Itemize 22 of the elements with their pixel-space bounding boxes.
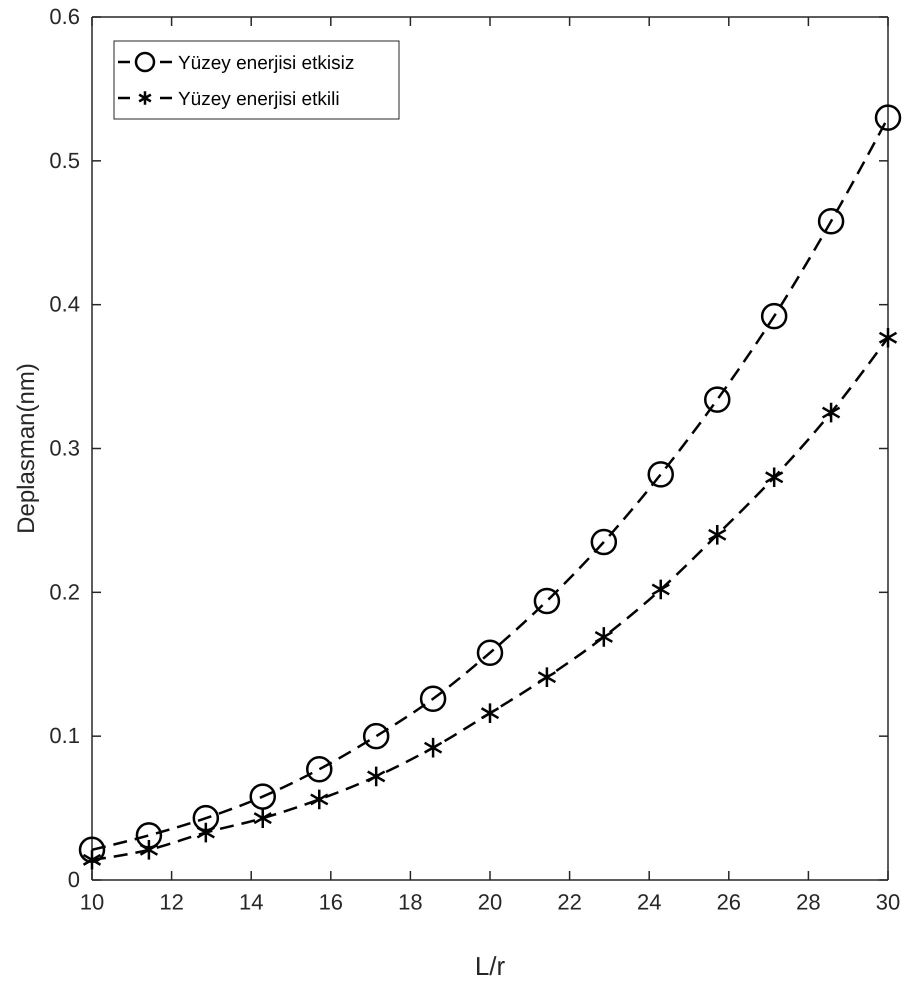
x-tick-label: 26 — [716, 890, 742, 915]
y-tick-label: 0.2 — [49, 579, 80, 604]
x-tick-label: 24 — [636, 890, 662, 915]
y-tick-label: 0.1 — [49, 723, 80, 748]
y-axis-title: Deplasman(nm) — [13, 363, 40, 534]
x-tick-label: 22 — [557, 890, 582, 915]
y-tick-label: 0.6 — [49, 4, 80, 30]
x-tick-label: 18 — [398, 890, 423, 915]
y-tick-label: 0.4 — [49, 292, 80, 317]
y-tick-label: 0.5 — [49, 148, 80, 173]
x-tick-label: 20 — [478, 890, 502, 915]
legend-label: Yüzey enerjisi etkisiz — [178, 53, 354, 74]
legend-label: Yüzey enerjisi etkili — [178, 89, 340, 110]
x-tick-label: 10 — [80, 890, 104, 915]
x-tick-label: 12 — [159, 890, 184, 915]
x-axis-title: L/r — [474, 951, 506, 981]
y-tick-label: 0 — [68, 867, 80, 892]
x-tick-label: 16 — [318, 890, 344, 915]
x-tick-label: 30 — [876, 890, 900, 915]
x-tick-label: 14 — [238, 890, 264, 915]
x-tick-label: 28 — [796, 890, 821, 915]
y-tick-label: 0.3 — [49, 436, 80, 461]
